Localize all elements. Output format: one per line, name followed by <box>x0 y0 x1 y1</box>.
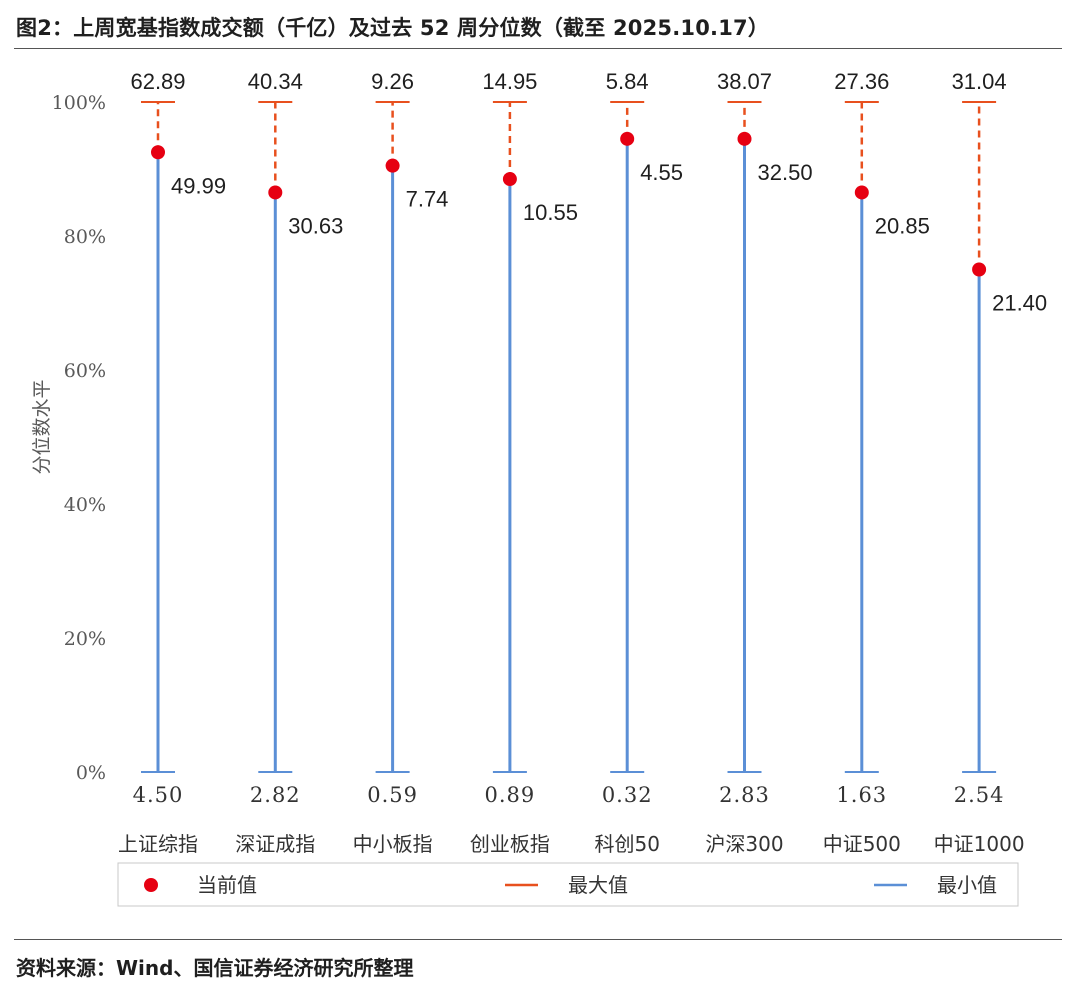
max-value-label: 40.34 <box>248 69 303 94</box>
x-category-label: 沪深300 <box>705 832 783 856</box>
current-value-label: 20.85 <box>875 213 930 238</box>
y-tick-label: 100% <box>52 92 106 114</box>
max-value-label: 27.36 <box>834 69 889 94</box>
current-value-label: 4.55 <box>640 160 683 185</box>
y-tick-label: 0% <box>76 762 106 784</box>
legend-marker-current <box>144 878 158 892</box>
min-value-label: 0.89 <box>485 783 536 807</box>
y-tick-label: 20% <box>64 628 106 650</box>
x-category-label: 中证500 <box>823 832 901 856</box>
min-value-label: 0.32 <box>602 783 653 807</box>
max-value-label: 14.95 <box>482 69 537 94</box>
current-point <box>620 131 635 146</box>
current-value-label: 10.55 <box>523 200 578 225</box>
legend-label-min: 最小值 <box>937 873 997 897</box>
min-value-label: 2.83 <box>719 783 770 807</box>
x-category-label: 科创50 <box>594 832 659 856</box>
current-point <box>854 185 869 200</box>
max-value-label: 62.89 <box>130 69 185 94</box>
max-value-label: 38.07 <box>717 69 772 94</box>
x-category-label: 中小板指 <box>353 832 433 856</box>
y-axis-label: 分位数水平 <box>31 379 53 474</box>
y-tick-label: 80% <box>64 226 106 248</box>
current-point <box>385 158 400 173</box>
current-point <box>737 131 752 146</box>
x-category-label: 中证1000 <box>934 832 1025 856</box>
current-value-label: 32.50 <box>758 160 813 185</box>
max-value-label: 5.84 <box>606 69 649 94</box>
range-chart: 0% 20% 40% 60% 80% 100% 分位数水平 62.89 49.99 4.50 上证… <box>31 69 1047 907</box>
source-note: 资料来源：Wind、国信证券经济研究所整理 <box>16 956 414 980</box>
legend-box <box>117 862 1019 907</box>
x-category-label: 创业板指 <box>470 832 550 856</box>
current-value-label: 21.40 <box>992 291 1047 316</box>
current-point <box>972 262 987 277</box>
chart-title: 图2：上周宽基指数成交额（千亿）及过去 52 周分位数（截至 2025.10.1… <box>16 16 770 40</box>
min-value-label: 2.82 <box>250 783 301 807</box>
min-value-label: 0.59 <box>367 783 418 807</box>
current-value-label: 7.74 <box>406 187 449 212</box>
bottom-divider <box>14 939 1062 940</box>
min-value-label: 2.54 <box>954 783 1005 807</box>
current-point <box>151 145 165 160</box>
x-category-label: 深证成指 <box>235 832 315 856</box>
legend-label-max: 最大值 <box>568 873 628 897</box>
min-value-label: 1.63 <box>836 783 887 807</box>
y-tick-label: 60% <box>64 360 106 382</box>
min-value-label: 4.50 <box>133 783 184 807</box>
x-category-label: 上证综指 <box>118 832 198 856</box>
current-value-label: 49.99 <box>171 173 226 198</box>
max-value-label: 31.04 <box>952 69 1007 94</box>
current-value-label: 30.63 <box>288 213 343 238</box>
current-point <box>268 185 283 200</box>
current-point <box>502 172 517 187</box>
legend-label-current: 当前值 <box>197 873 257 897</box>
y-tick-label: 40% <box>64 494 106 516</box>
top-divider <box>14 48 1062 49</box>
max-value-label: 9.26 <box>371 69 414 94</box>
